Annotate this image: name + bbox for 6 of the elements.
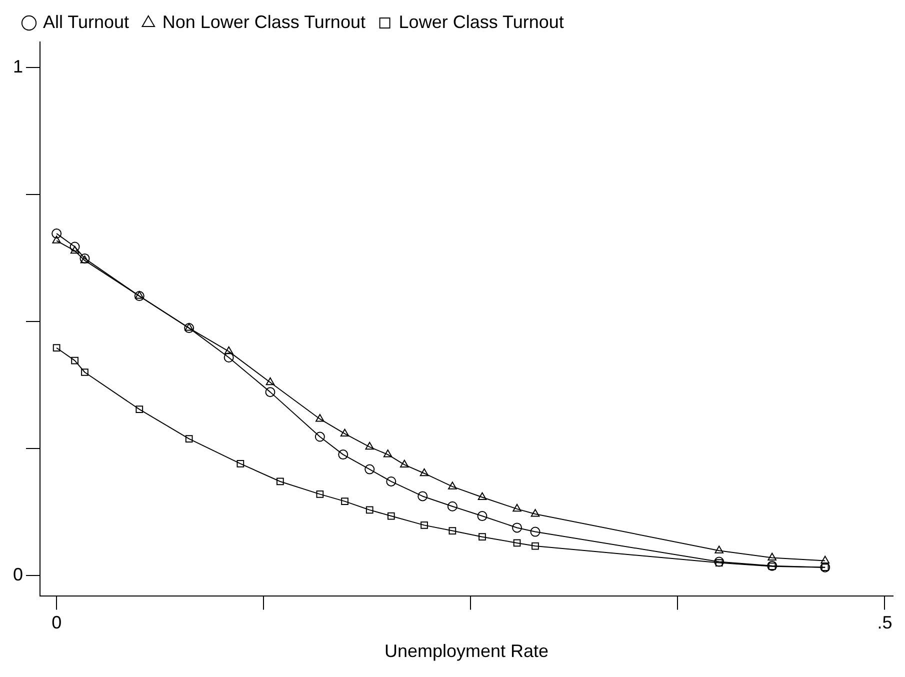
x-axis-title: Unemployment Rate: [384, 641, 549, 662]
legend-label: All Turnout: [43, 12, 130, 32]
legend-label: Non Lower Class Turnout: [162, 12, 366, 32]
y-tick-label: 1: [12, 56, 24, 76]
legend-label: Lower Class Turnout: [398, 12, 564, 32]
x-tick-label: .5: [877, 612, 892, 633]
